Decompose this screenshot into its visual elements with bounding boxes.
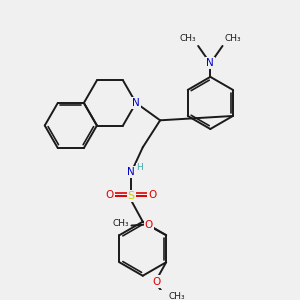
Text: O: O <box>145 220 153 230</box>
Text: CH₃: CH₃ <box>168 292 185 300</box>
Text: N: N <box>206 58 214 68</box>
Text: CH₃: CH₃ <box>224 34 241 43</box>
Text: CH₃: CH₃ <box>180 34 196 43</box>
Text: O: O <box>148 190 157 200</box>
Text: N: N <box>127 167 135 177</box>
Text: CH₃: CH₃ <box>113 219 130 228</box>
Text: O: O <box>106 190 114 200</box>
Text: N: N <box>132 98 140 108</box>
Text: H: H <box>136 163 143 172</box>
Text: S: S <box>128 190 135 201</box>
Text: O: O <box>152 277 160 286</box>
